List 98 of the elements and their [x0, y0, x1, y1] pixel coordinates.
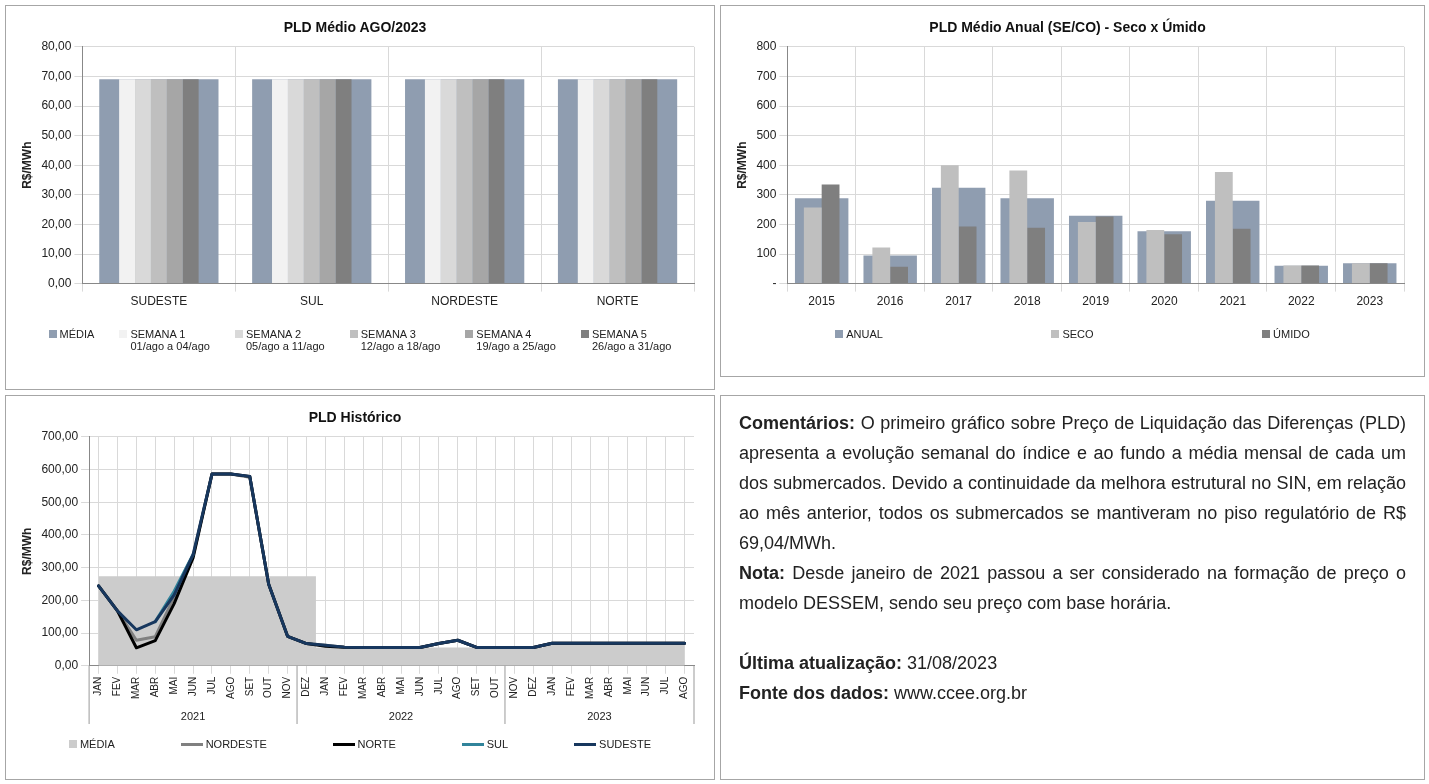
text: Nota: Desde janeiro de 2021 passou a ser considerado na formação de preço o modelo DESSEM, sendo seu preço com base horária.: [739, 562, 1406, 615]
y-tick-label: 700: [756, 68, 777, 83]
legend-label: SECO: [1062, 328, 1094, 340]
x-tick-label: JUL: [659, 676, 671, 695]
x-tick-label: 2022: [1287, 294, 1315, 309]
chart-title: PLD Médio Anual (SE/CO) - Seco x Úmido: [929, 18, 1206, 36]
text: 2023: [587, 710, 612, 722]
x-tick-label: 2018: [1013, 294, 1041, 309]
y-tick-label: -: [772, 275, 777, 290]
x-tick-label: 2017: [945, 294, 973, 309]
x-tick-label: NOV: [508, 676, 520, 699]
y-tick-label: 600: [756, 98, 777, 113]
legend-label: NORTE: [357, 738, 396, 750]
legend-label: SEMANA 3 12/ago a 18/ago: [360, 328, 441, 352]
legend-label: NORDESTE: [205, 738, 267, 750]
y-tick-label: 500: [756, 127, 777, 142]
y-tick-label: 0,00: [54, 658, 79, 673]
y-tick-label: 100: [756, 246, 777, 261]
source-note: Fonte dos dados: www.ccee.org.br: [739, 682, 1029, 705]
x-tick-label: JAN: [92, 676, 104, 696]
x-tick-label: 2021: [1219, 294, 1247, 309]
x-tick-label: MAR: [583, 676, 595, 700]
x-tick-label: NOV: [281, 676, 293, 699]
y-axis-title: R$/MWh: [19, 141, 34, 189]
x-tick-label: JUN: [186, 676, 198, 697]
legend-label: ÚMIDO: [1273, 328, 1310, 340]
x-tick-label: JAN: [319, 676, 331, 696]
x-tick-label: JAN: [545, 676, 557, 696]
x-tick-label: JUL: [432, 676, 444, 695]
x-tick-label: SUL: [300, 294, 324, 309]
text: Comentários: O primeiro gráfico sobre Preço de Liquidação das Diferenças (PLD) apresenta a evolução semanal do índice e ao fundo a média mensal de cada um dos submercados. Devido a continuidade da melhora estrutural no SIN, em relação ao mês anterior, todos os submercados se mantiveram no piso regulatório de R$ 69,04/MWh.: [739, 412, 1406, 555]
x-tick-label: FEV: [338, 676, 350, 697]
x-tick-label: SET: [470, 676, 482, 697]
y-tick-label: 10,00: [41, 246, 72, 261]
chart-title: PLD Histórico: [308, 409, 402, 426]
legend-label: MÉDIA: [59, 328, 95, 340]
y-tick-label: 40,00: [41, 157, 72, 172]
x-tick-label: MAR: [356, 676, 368, 700]
x-tick-label: AGO: [224, 676, 236, 700]
x-tick-label: NORTE: [596, 294, 639, 309]
x-tick-label: MAI: [621, 676, 633, 695]
y-tick-label: 500,00: [41, 494, 79, 509]
y-tick-label: 600,00: [41, 461, 79, 476]
x-tick-label: SET: [243, 676, 255, 697]
x-tick-label: 2019: [1082, 294, 1110, 309]
y-tick-label: 100,00: [41, 625, 79, 640]
y-tick-label: 800: [756, 39, 777, 54]
x-tick-label: DEZ: [527, 676, 539, 697]
x-tick-label: ABR: [375, 676, 387, 698]
x-tick-label: 2015: [808, 294, 836, 309]
x-tick-label: JUN: [413, 676, 425, 697]
x-tick-label: OUT: [489, 676, 501, 698]
legend-label: SUL: [486, 738, 509, 750]
x-tick-label: AGO: [678, 676, 690, 700]
y-tick-label: 200: [756, 216, 777, 231]
y-tick-label: 400,00: [41, 527, 79, 542]
y-tick-label: 300: [756, 187, 777, 202]
x-tick-label: MAR: [130, 676, 142, 700]
y-tick-label: 20,00: [41, 216, 72, 231]
x-tick-label: OUT: [262, 676, 274, 698]
text: 2022: [388, 710, 414, 722]
x-tick-label: FEV: [111, 676, 123, 697]
legend-label: SEMANA 5 26/ago a 31/ago: [591, 328, 672, 352]
x-tick-label: JUL: [205, 676, 217, 695]
x-tick-label: 2023: [1356, 294, 1384, 309]
x-tick-label: 2016: [876, 294, 904, 309]
y-tick-label: 70,00: [41, 68, 72, 83]
y-tick-label: 700,00: [41, 429, 79, 444]
x-tick-label: ABR: [149, 676, 161, 698]
y-tick-label: 400: [756, 157, 777, 172]
x-tick-label: DEZ: [300, 676, 312, 697]
y-tick-label: 80,00: [41, 39, 72, 54]
text: Última atualização: 31/08/2023: [739, 651, 999, 675]
y-tick-label: 50,00: [41, 127, 72, 142]
legend-label: MÉDIA: [79, 738, 115, 750]
legend-label: SUDESTE: [599, 738, 652, 750]
text: 2021: [180, 710, 206, 722]
y-tick-label: 60,00: [41, 98, 72, 113]
legend-label: ANUAL: [846, 328, 883, 340]
y-tick-label: 30,00: [41, 187, 72, 202]
y-tick-label: 200,00: [41, 592, 79, 607]
x-tick-label: 2020: [1150, 294, 1178, 309]
y-axis-title: R$/MWh: [734, 141, 749, 189]
x-tick-label: MAI: [167, 676, 179, 695]
x-tick-label: NORDESTE: [431, 294, 498, 309]
x-tick-label: AGO: [451, 676, 463, 700]
legend-label: SEMANA 1 01/ago a 04/ago: [130, 328, 210, 352]
x-tick-label: MAI: [394, 676, 406, 695]
x-tick-label: JUN: [640, 676, 652, 697]
x-tick-label: SUDESTE: [130, 294, 188, 309]
y-tick-label: 300,00: [41, 559, 79, 574]
chart-title: PLD Médio AGO/2023: [283, 19, 427, 36]
y-tick-label: 0,00: [48, 275, 72, 290]
legend-label: SEMANA 2 05/ago a 11/ago: [245, 328, 325, 352]
x-tick-label: ABR: [602, 676, 614, 698]
x-tick-label: FEV: [564, 676, 576, 697]
legend-label: SEMANA 4 19/ago a 25/ago: [476, 328, 556, 352]
y-axis-title: R$/MWh: [19, 527, 34, 575]
